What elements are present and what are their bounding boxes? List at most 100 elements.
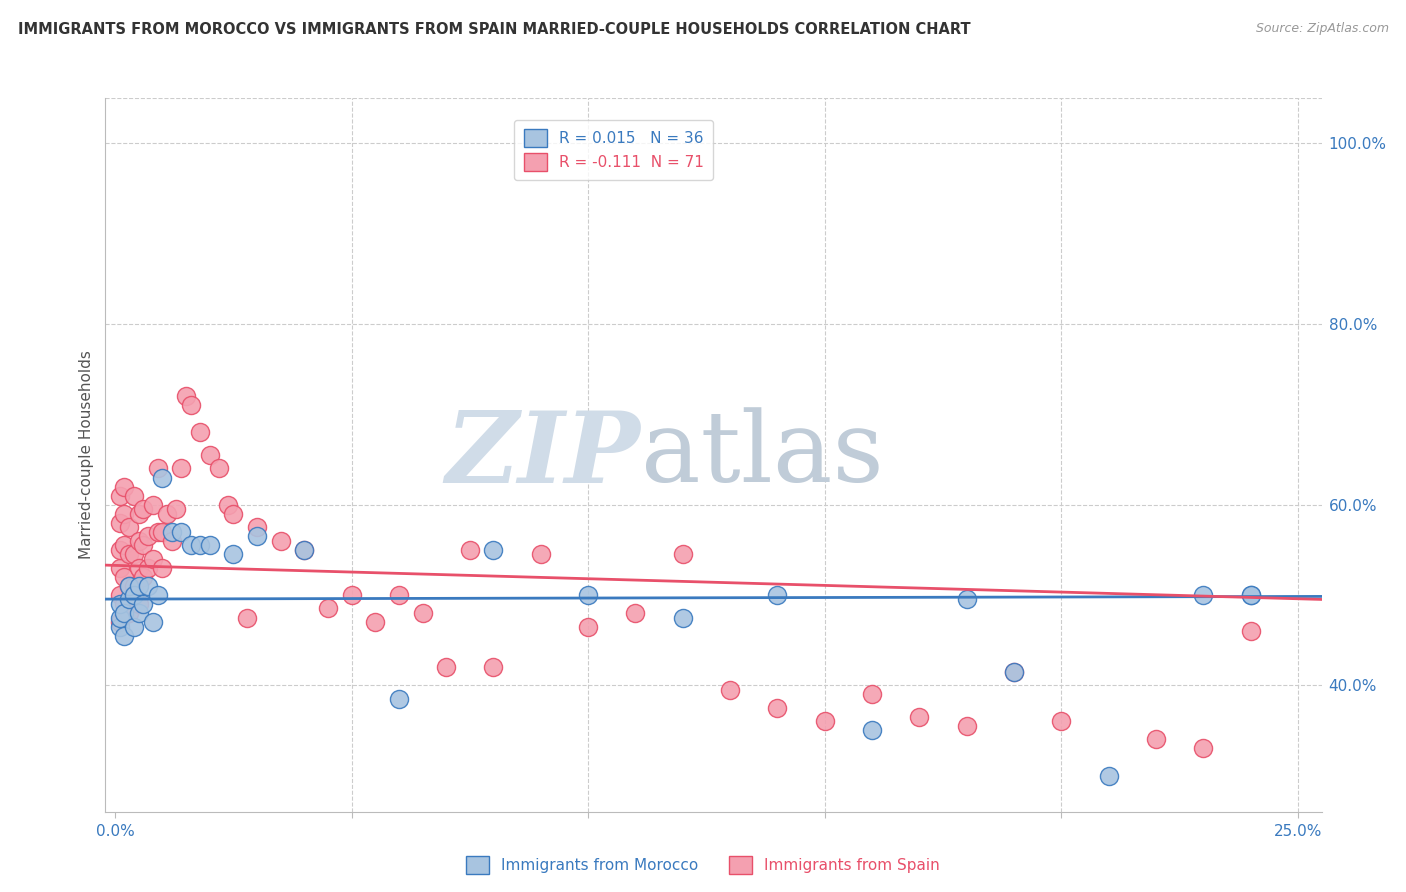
Point — [112, 606, 135, 620]
Point — [292, 542, 315, 557]
Point — [128, 507, 150, 521]
Point — [482, 660, 505, 674]
Point — [150, 470, 173, 484]
Point — [118, 606, 141, 620]
Point — [132, 502, 155, 516]
Point — [118, 579, 141, 593]
Point — [458, 542, 481, 557]
Point — [388, 691, 411, 706]
Point — [222, 547, 245, 561]
Text: IMMIGRANTS FROM MOROCCO VS IMMIGRANTS FROM SPAIN MARRIED-COUPLE HOUSEHOLDS CORRE: IMMIGRANTS FROM MOROCCO VS IMMIGRANTS FR… — [18, 22, 972, 37]
Point — [412, 606, 434, 620]
Point — [132, 597, 155, 611]
Point — [108, 561, 131, 575]
Point — [198, 538, 221, 552]
Point — [316, 601, 339, 615]
Point — [388, 588, 411, 602]
Point — [292, 542, 315, 557]
Point — [208, 461, 231, 475]
Legend: Immigrants from Morocco, Immigrants from Spain: Immigrants from Morocco, Immigrants from… — [460, 850, 946, 880]
Point — [142, 615, 165, 629]
Point — [1050, 714, 1073, 729]
Point — [122, 579, 145, 593]
Point — [165, 502, 187, 516]
Point — [118, 547, 141, 561]
Point — [146, 461, 169, 475]
Point — [136, 529, 159, 543]
Point — [624, 606, 647, 620]
Point — [128, 597, 150, 611]
Point — [364, 615, 387, 629]
Point — [128, 561, 150, 575]
Point — [814, 714, 837, 729]
Point — [530, 547, 553, 561]
Legend: R = 0.015   N = 36, R = -0.111  N = 71: R = 0.015 N = 36, R = -0.111 N = 71 — [515, 120, 713, 180]
Point — [860, 723, 883, 738]
Point — [118, 579, 141, 593]
Point — [718, 682, 741, 697]
Point — [180, 398, 202, 412]
Point — [188, 538, 211, 552]
Point — [142, 551, 165, 566]
Point — [132, 570, 155, 584]
Point — [122, 588, 145, 602]
Point — [156, 507, 179, 521]
Point — [180, 538, 202, 552]
Point — [108, 588, 131, 602]
Point — [1002, 665, 1025, 679]
Point — [150, 561, 173, 575]
Point — [118, 520, 141, 534]
Point — [108, 610, 131, 624]
Point — [576, 619, 599, 633]
Point — [860, 687, 883, 701]
Point — [112, 570, 135, 584]
Point — [146, 524, 169, 539]
Point — [246, 520, 269, 534]
Text: Source: ZipAtlas.com: Source: ZipAtlas.com — [1256, 22, 1389, 36]
Point — [122, 547, 145, 561]
Point — [108, 597, 131, 611]
Point — [236, 610, 259, 624]
Point — [1144, 732, 1167, 747]
Point — [174, 389, 197, 403]
Point — [188, 425, 211, 440]
Point — [128, 606, 150, 620]
Text: atlas: atlas — [641, 407, 883, 503]
Point — [108, 542, 131, 557]
Point — [246, 529, 269, 543]
Point — [108, 516, 131, 530]
Point — [218, 498, 240, 512]
Point — [146, 588, 169, 602]
Point — [908, 710, 931, 724]
Point — [1240, 588, 1263, 602]
Point — [340, 588, 363, 602]
Point — [150, 524, 173, 539]
Point — [160, 524, 183, 539]
Point — [672, 610, 695, 624]
Point — [122, 489, 145, 503]
Y-axis label: Married-couple Households: Married-couple Households — [79, 351, 94, 559]
Text: ZIP: ZIP — [446, 407, 641, 503]
Point — [576, 588, 599, 602]
Point — [142, 498, 165, 512]
Point — [1240, 624, 1263, 638]
Point — [136, 579, 159, 593]
Point — [170, 461, 193, 475]
Point — [482, 542, 505, 557]
Point — [1002, 665, 1025, 679]
Point — [270, 533, 292, 548]
Point — [1192, 741, 1215, 756]
Point — [956, 592, 979, 607]
Point — [766, 588, 789, 602]
Point — [198, 448, 221, 462]
Point — [112, 538, 135, 552]
Point — [112, 479, 135, 493]
Point — [128, 533, 150, 548]
Point — [222, 507, 245, 521]
Point — [108, 619, 131, 633]
Point — [108, 615, 131, 629]
Point — [160, 533, 183, 548]
Point — [1240, 588, 1263, 602]
Point — [112, 597, 135, 611]
Point — [112, 629, 135, 643]
